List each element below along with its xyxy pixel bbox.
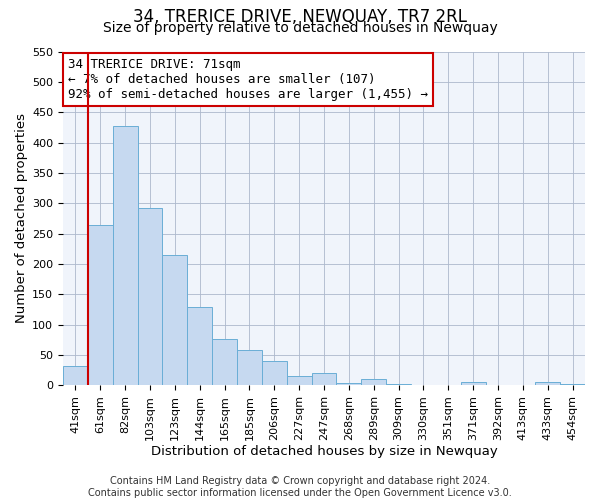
X-axis label: Distribution of detached houses by size in Newquay: Distribution of detached houses by size …	[151, 444, 497, 458]
Bar	[535, 382, 560, 386]
Bar	[88, 224, 113, 386]
Text: 34, TRERICE DRIVE, NEWQUAY, TR7 2RL: 34, TRERICE DRIVE, NEWQUAY, TR7 2RL	[133, 8, 467, 26]
Bar	[262, 361, 287, 386]
Bar	[113, 126, 137, 386]
Bar	[485, 385, 511, 386]
Text: Contains HM Land Registry data © Crown copyright and database right 2024.
Contai: Contains HM Land Registry data © Crown c…	[88, 476, 512, 498]
Bar	[511, 385, 535, 386]
Bar	[361, 380, 386, 386]
Bar	[461, 382, 485, 386]
Bar	[163, 255, 187, 386]
Bar	[436, 385, 461, 386]
Bar	[311, 372, 337, 386]
Bar	[287, 376, 311, 386]
Bar	[411, 385, 436, 386]
Bar	[560, 384, 585, 386]
Bar	[212, 340, 237, 386]
Y-axis label: Number of detached properties: Number of detached properties	[15, 114, 28, 324]
Bar	[63, 366, 88, 386]
Text: 34 TRERICE DRIVE: 71sqm
← 7% of detached houses are smaller (107)
92% of semi-de: 34 TRERICE DRIVE: 71sqm ← 7% of detached…	[68, 58, 428, 101]
Bar	[237, 350, 262, 386]
Text: Size of property relative to detached houses in Newquay: Size of property relative to detached ho…	[103, 21, 497, 35]
Bar	[337, 383, 361, 386]
Bar	[137, 208, 163, 386]
Bar	[386, 384, 411, 386]
Bar	[187, 306, 212, 386]
